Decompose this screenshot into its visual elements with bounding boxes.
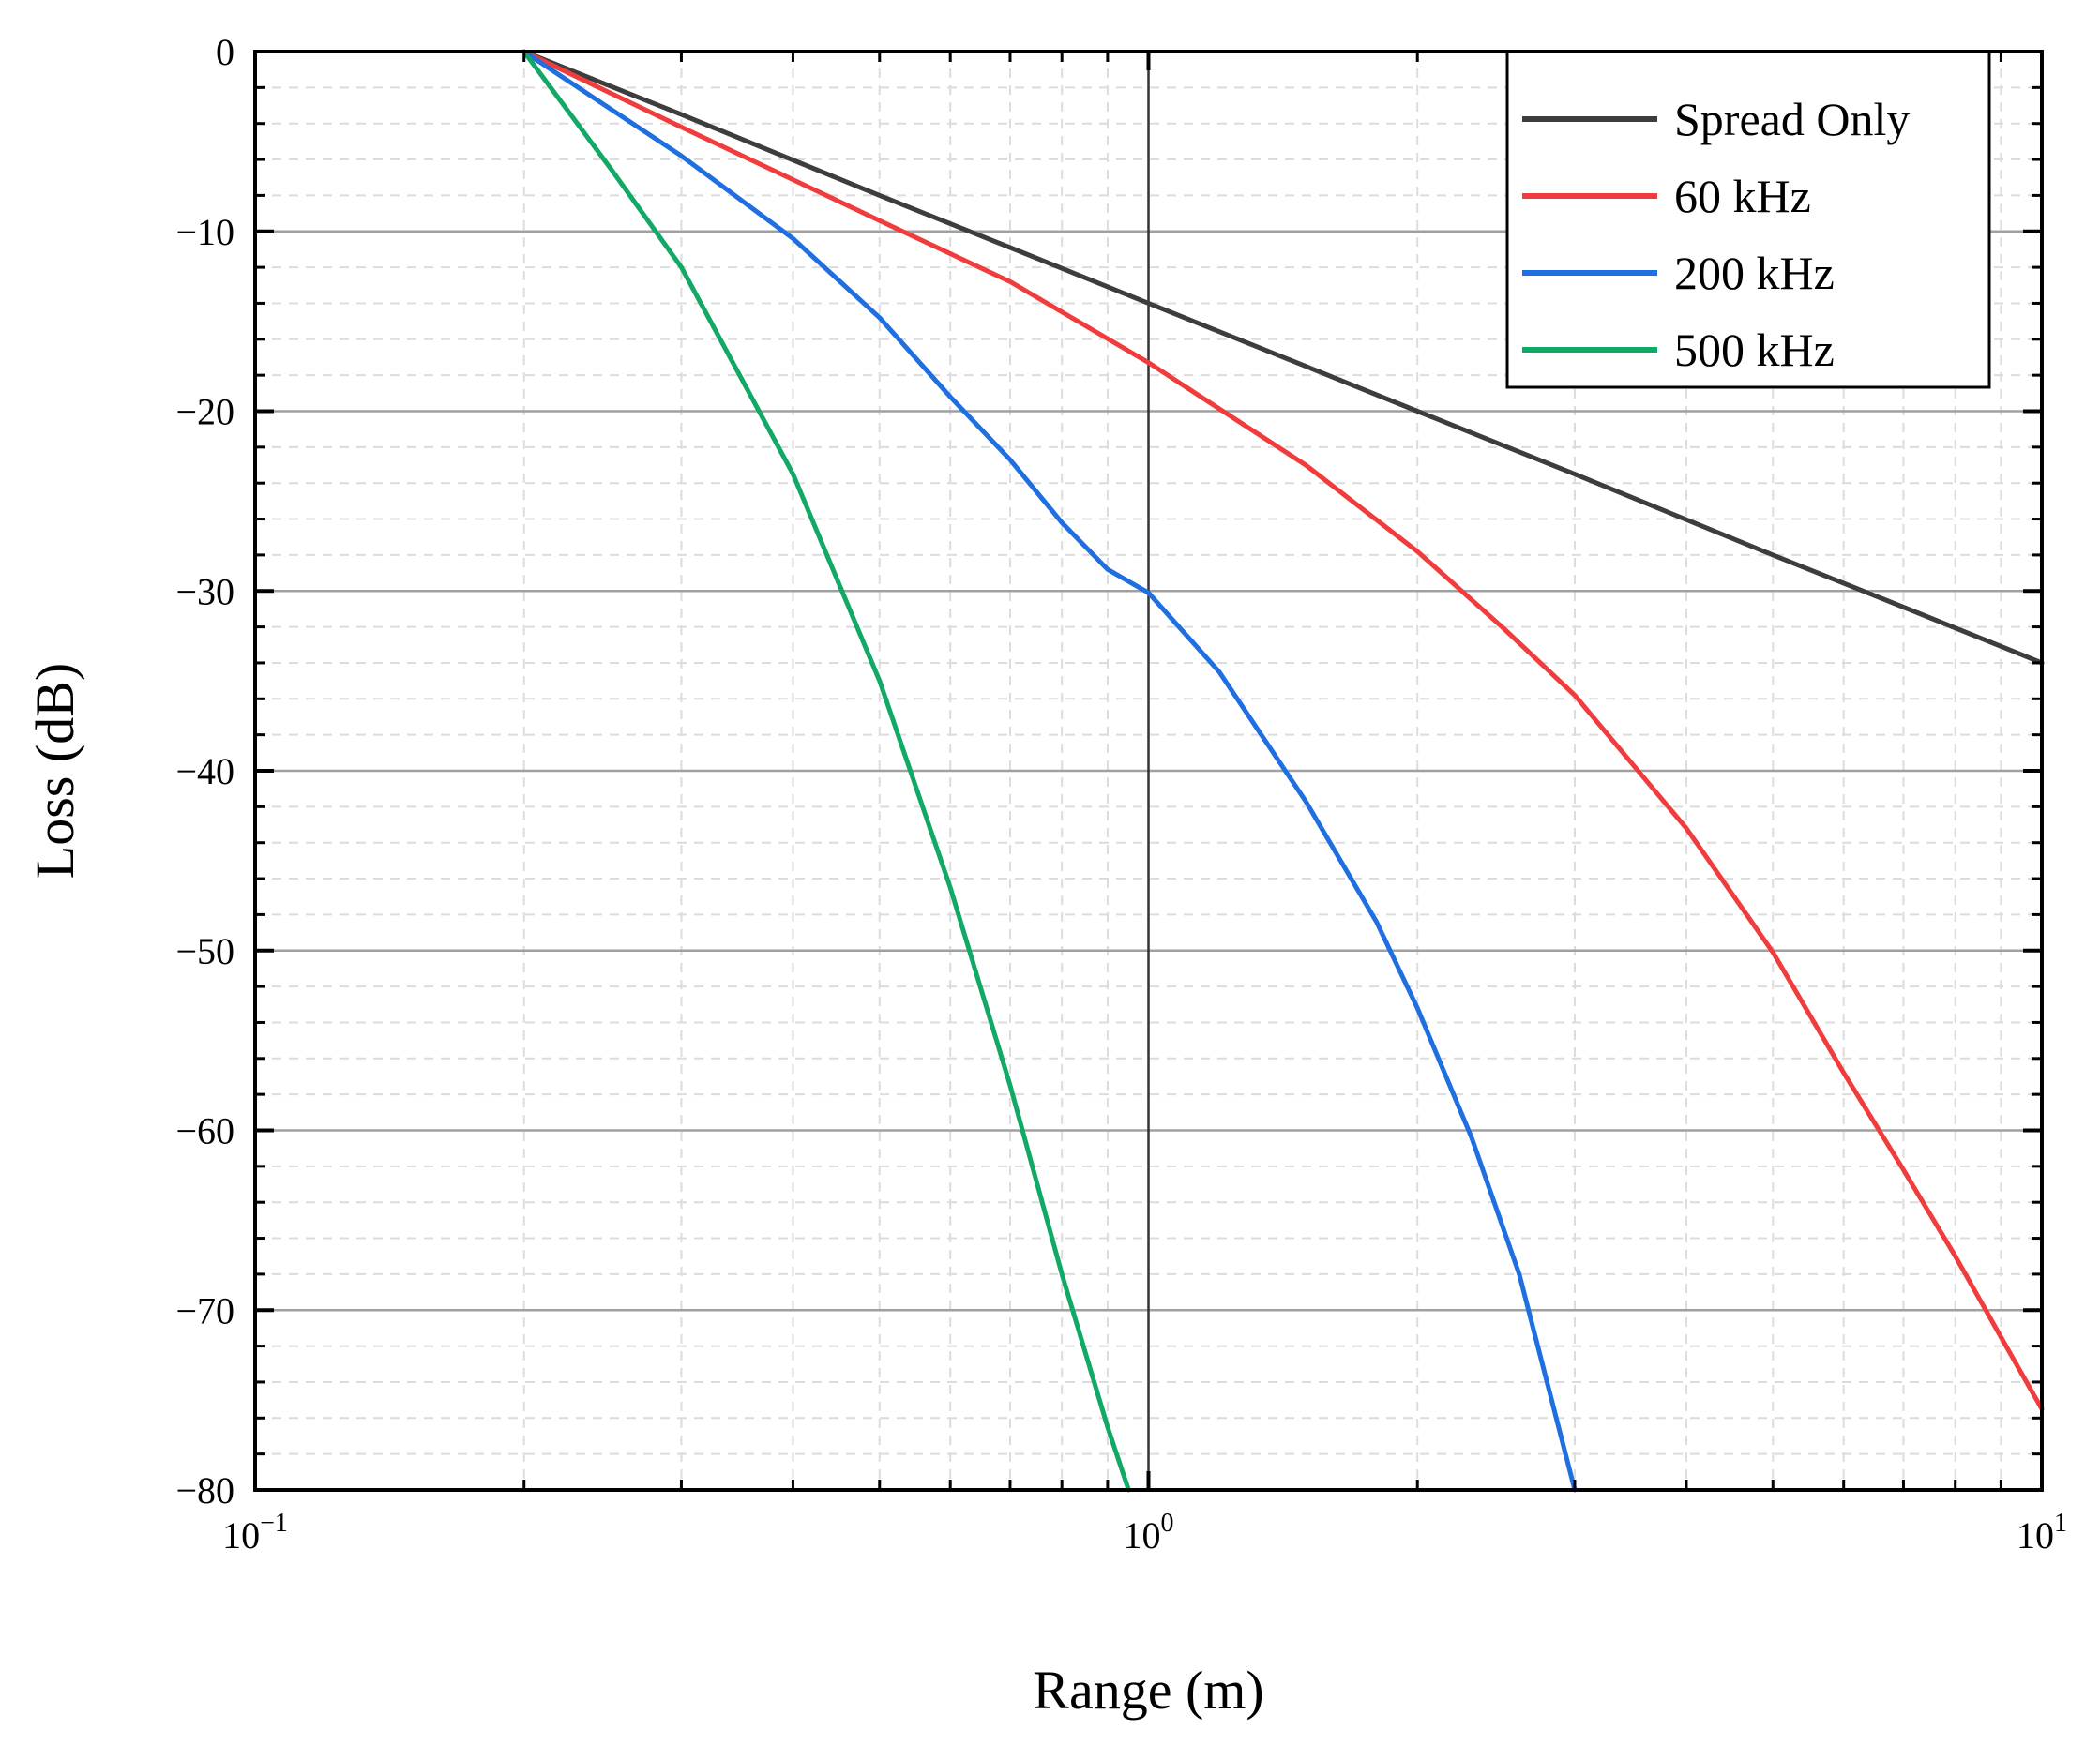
y-tick-label: 0 (216, 31, 234, 73)
y-tick-label: −10 (175, 211, 234, 253)
series-line-2 (521, 49, 1578, 1493)
legend-label-2: 200 kHz (1674, 247, 1835, 299)
x-axis-title: Range (m) (1033, 1660, 1263, 1721)
series-line-3 (521, 49, 1131, 1493)
legend-label-1: 60 kHz (1674, 170, 1811, 222)
y-tick-label: −60 (175, 1110, 234, 1152)
y-tick-label: −80 (175, 1469, 234, 1512)
legend-box (1505, 50, 1991, 389)
series-line-0 (521, 49, 2045, 666)
legend: Spread Only 60 kHz 200 kHz 500 kHz (1505, 50, 1991, 389)
y-tick-label: −50 (175, 930, 234, 972)
legend-label-0: Spread Only (1674, 93, 1910, 145)
y-tick-label: −20 (175, 391, 234, 433)
y-tick-label: −40 (175, 750, 234, 792)
axis-ticks (253, 50, 2044, 1492)
y-tick-label: −30 (175, 570, 234, 612)
x-tick-label: 101 (2017, 1509, 2067, 1557)
y-tick-label: −70 (175, 1289, 234, 1331)
series-line-1 (521, 49, 2045, 1412)
series-lines (521, 49, 2045, 1493)
x-tick-label: 10−1 (222, 1509, 288, 1557)
x-tick-label: 100 (1124, 1509, 1174, 1557)
y-axis-title: Loss (dB) (24, 663, 85, 879)
legend-label-3: 500 kHz (1674, 323, 1835, 376)
